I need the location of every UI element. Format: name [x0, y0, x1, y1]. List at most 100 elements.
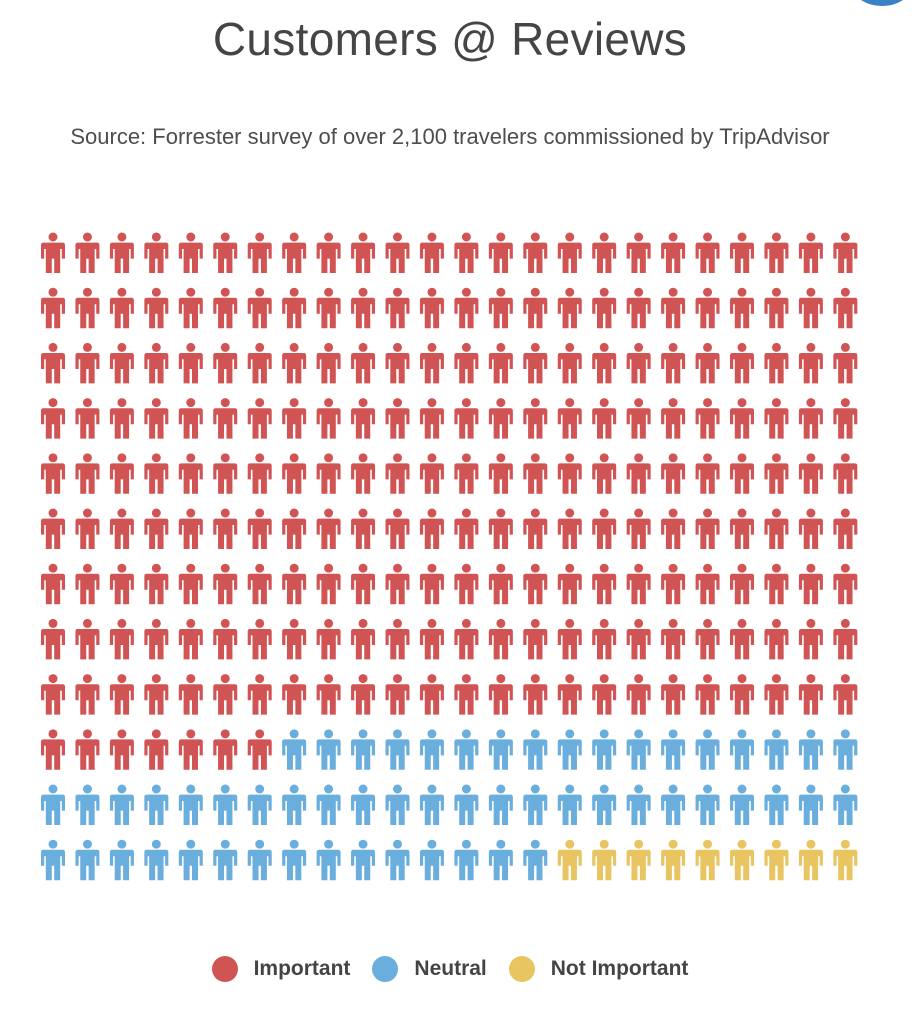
- legend-label-not-important: Not Important: [550, 957, 689, 980]
- person-icon: [351, 618, 376, 660]
- person-icon: [75, 508, 100, 549]
- person-icon: [557, 839, 582, 881]
- person-icon: [316, 563, 341, 605]
- person-icon: [178, 287, 203, 329]
- person-icon: [730, 674, 754, 715]
- person-icon: [695, 508, 720, 549]
- person-icon: [661, 618, 686, 660]
- person-icon: [282, 453, 307, 494]
- person-icon: [488, 232, 513, 273]
- person-icon: [454, 618, 479, 660]
- person-icon: [626, 232, 651, 273]
- person-icon: [764, 453, 789, 494]
- chart-subtitle: Source: Forrester survey of over 2,100 t…: [70, 124, 830, 149]
- person-icon: [730, 232, 754, 273]
- person-icon: [764, 508, 789, 549]
- person-icon: [488, 839, 513, 881]
- legend-swatch-not-important: [508, 956, 535, 982]
- person-icon: [454, 453, 479, 494]
- person-icon: [454, 287, 479, 329]
- person-icon: [282, 287, 307, 329]
- person-icon: [592, 839, 617, 881]
- person-icon: [764, 232, 789, 273]
- person-icon: [764, 729, 789, 770]
- person-icon: [798, 563, 823, 605]
- person-icon: [833, 674, 858, 715]
- legend-item-important: Important: [211, 956, 350, 982]
- person-icon: [557, 287, 582, 329]
- person-icon: [109, 729, 134, 770]
- person-icon: [523, 784, 548, 825]
- person-icon: [385, 618, 410, 660]
- person-icon: [316, 729, 341, 770]
- person-icon: [419, 839, 444, 881]
- person-icon: [798, 287, 823, 329]
- person-icon: [626, 453, 651, 494]
- person-icon: [833, 729, 858, 770]
- person-icon: [557, 674, 582, 715]
- person-icon: [454, 674, 479, 715]
- person-icon: [282, 232, 307, 273]
- person-icon: [661, 784, 686, 825]
- person-icon: [661, 342, 686, 384]
- person-icon: [419, 508, 444, 549]
- person-icon: [557, 453, 582, 494]
- person-icon: [351, 287, 376, 329]
- person-icon: [41, 618, 65, 660]
- person-icon: [213, 674, 238, 715]
- person-icon: [385, 453, 410, 494]
- person-icon: [833, 784, 858, 825]
- person-icon: [213, 729, 238, 770]
- person-icon: [592, 508, 617, 549]
- person-icon: [695, 398, 720, 439]
- person-icon: [626, 398, 651, 439]
- person-icon: [626, 729, 651, 770]
- person-icon: [41, 232, 65, 273]
- person-icon: [41, 398, 65, 439]
- person-icon: [178, 453, 203, 494]
- person-icon: [592, 453, 617, 494]
- person-icon: [695, 453, 720, 494]
- person-icon: [247, 729, 272, 770]
- person-icon: [144, 563, 169, 605]
- person-icon: [798, 342, 823, 384]
- person-icon: [626, 784, 651, 825]
- person-icon: [351, 232, 376, 273]
- person-icon: [316, 508, 341, 549]
- person-icon: [385, 287, 410, 329]
- person-icon: [144, 729, 169, 770]
- person-icon: [661, 398, 686, 439]
- person-icon: [592, 342, 617, 384]
- person-icon: [695, 287, 720, 329]
- person-icon: [798, 784, 823, 825]
- person-icon: [557, 232, 582, 273]
- person-icon: [282, 729, 307, 770]
- person-icon: [282, 784, 307, 825]
- person-icon: [351, 453, 376, 494]
- person-icon: [144, 839, 169, 881]
- person-icon: [144, 342, 169, 384]
- chart-legend: Important Neutral Not Important: [0, 956, 900, 982]
- person-icon: [764, 398, 789, 439]
- person-icon: [798, 508, 823, 549]
- person-icon: [764, 342, 789, 384]
- person-icon: [247, 839, 272, 881]
- person-icon: [833, 342, 858, 384]
- person-icon: [75, 453, 100, 494]
- person-icon: [178, 784, 203, 825]
- person-icon: [626, 839, 651, 881]
- person-icon: [282, 618, 307, 660]
- person-icon: [488, 674, 513, 715]
- person-icon: [385, 232, 410, 273]
- person-icon: [730, 398, 754, 439]
- person-icon: [144, 398, 169, 439]
- person-icon: [247, 674, 272, 715]
- person-icon: [592, 784, 617, 825]
- person-icon: [798, 398, 823, 439]
- person-icon: [488, 453, 513, 494]
- person-icon: [661, 287, 686, 329]
- person-icon: [178, 563, 203, 605]
- person-icon: [488, 508, 513, 549]
- person-icon: [75, 674, 100, 715]
- person-icon: [730, 729, 754, 770]
